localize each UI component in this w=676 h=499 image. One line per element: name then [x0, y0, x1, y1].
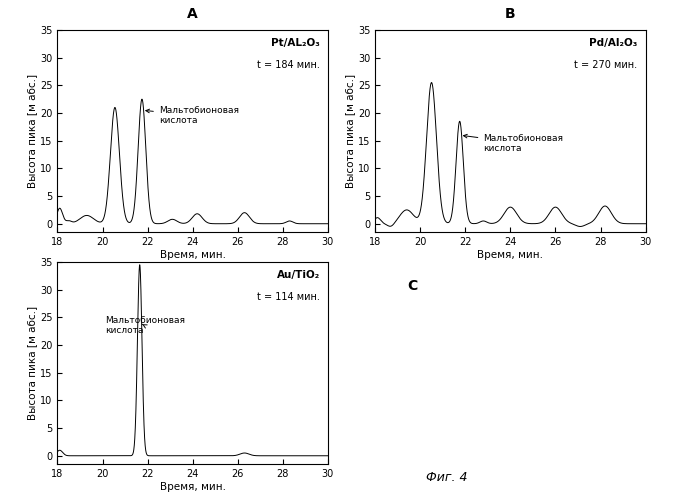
Text: B: B: [505, 7, 516, 21]
X-axis label: Время, мин.: Время, мин.: [160, 250, 226, 259]
Text: Фиг. 4: Фиг. 4: [426, 471, 467, 484]
Y-axis label: Высота пика [м абс.]: Высота пика [м абс.]: [27, 74, 37, 188]
Text: t = 270 мин.: t = 270 мин.: [575, 60, 637, 70]
Text: Мальтобионовая
кислота: Мальтобионовая кислота: [464, 134, 563, 153]
Text: Мальтобионовая
кислота: Мальтобионовая кислота: [105, 316, 185, 335]
Text: Au/TiO₂: Au/TiO₂: [276, 270, 320, 280]
Text: t = 114 мин.: t = 114 мин.: [257, 292, 320, 302]
Text: Pd/Al₂O₃: Pd/Al₂O₃: [589, 38, 637, 48]
X-axis label: Время, мин.: Время, мин.: [477, 250, 544, 259]
Text: Pt/AL₂O₃: Pt/AL₂O₃: [271, 38, 320, 48]
Y-axis label: Высота пика [м абс.]: Высота пика [м абс.]: [27, 306, 37, 420]
Text: C: C: [407, 279, 418, 293]
Text: t = 184 мин.: t = 184 мин.: [257, 60, 320, 70]
X-axis label: Время, мин.: Время, мин.: [160, 482, 226, 492]
Text: Мальтобионовая
кислота: Мальтобионовая кислота: [146, 106, 239, 125]
Text: A: A: [187, 7, 198, 21]
Y-axis label: Высота пика [м абс.]: Высота пика [м абс.]: [345, 74, 355, 188]
